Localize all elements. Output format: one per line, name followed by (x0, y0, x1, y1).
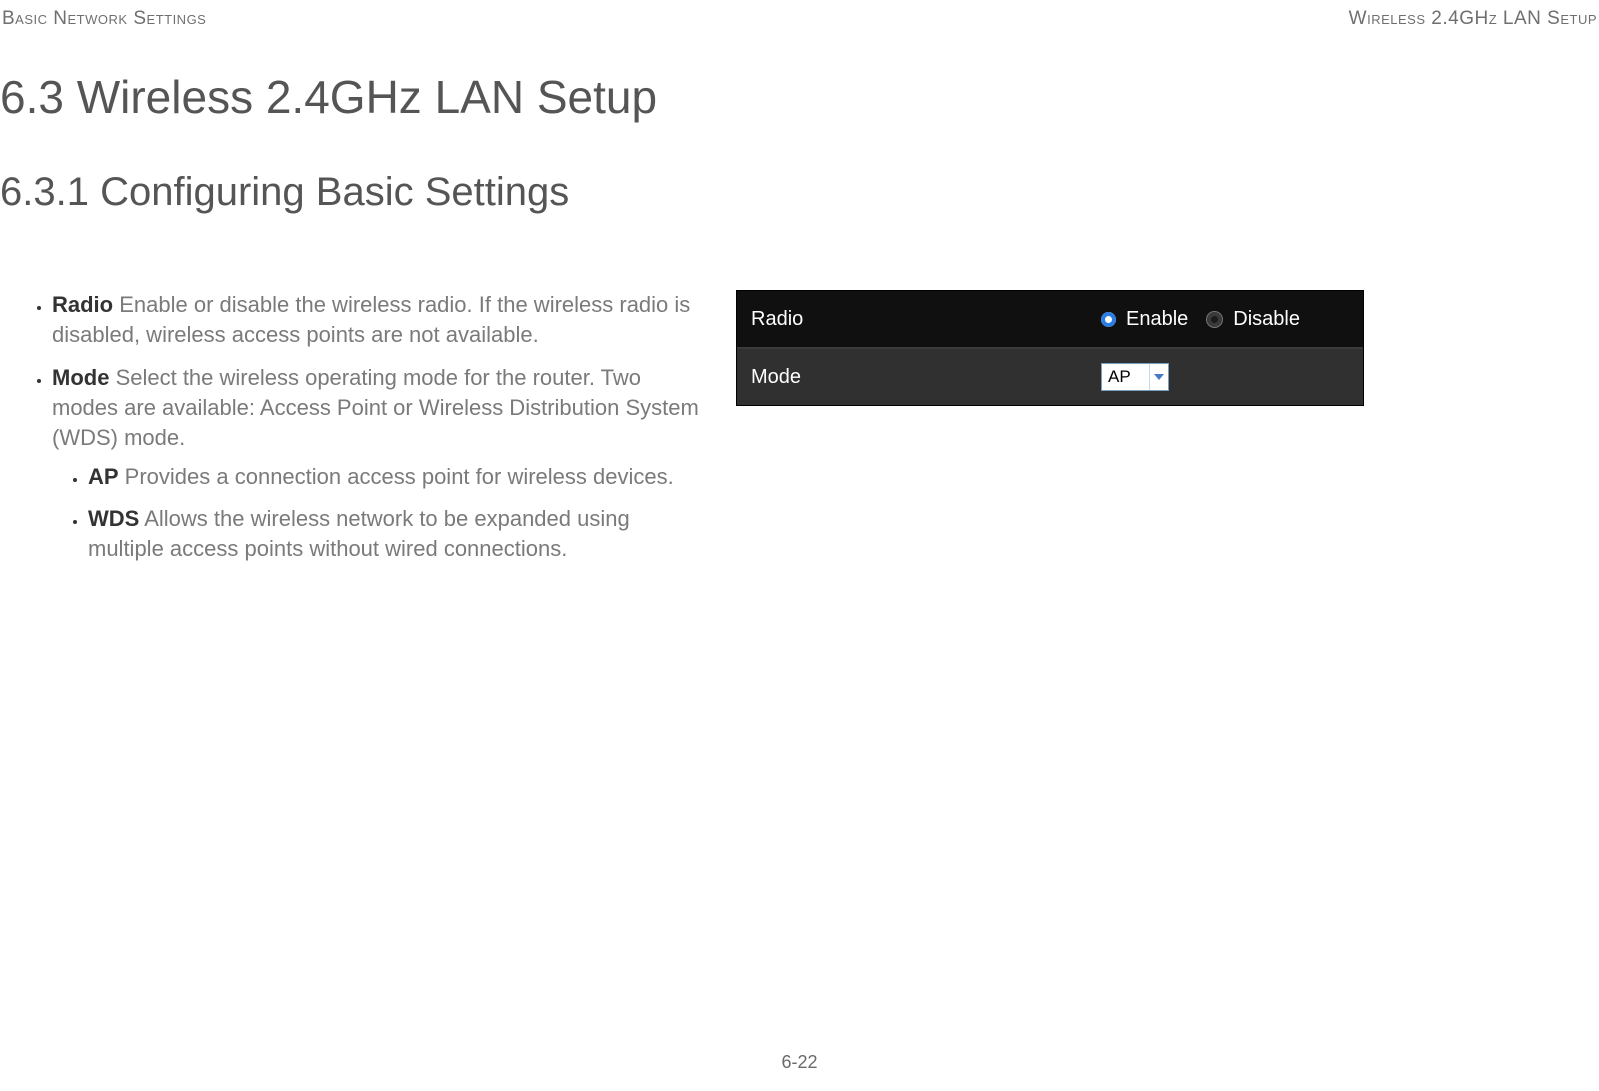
page: Basic Network Settings Wireless 2.4GHz L… (0, 0, 1599, 1091)
chevron-down-icon (1149, 364, 1168, 390)
content-columns: Radio Enable or disable the wireless rad… (0, 290, 1599, 578)
text-column: Radio Enable or disable the wireless rad… (0, 290, 700, 578)
desc-radio: Enable or disable the wireless radio. If… (52, 292, 690, 347)
router-settings-panel: Radio Enable Disable Mode AP (736, 290, 1364, 406)
radio-disable-label: Disable (1233, 308, 1300, 331)
radio-disable-button[interactable] (1206, 311, 1223, 328)
desc-wds: Allows the wireless network to be expand… (88, 506, 630, 561)
radio-enable-button[interactable] (1101, 312, 1116, 327)
definition-list: Radio Enable or disable the wireless rad… (0, 290, 700, 564)
screenshot-column: Radio Enable Disable Mode AP (736, 290, 1599, 578)
subsection-heading: 6.3.1 Configuring Basic Settings (0, 170, 569, 215)
term-mode: Mode (52, 365, 109, 390)
term-ap: AP (88, 464, 119, 489)
list-item: Mode Select the wireless operating mode … (52, 363, 700, 563)
term-radio: Radio (52, 292, 113, 317)
radio-setting-row: Radio Enable Disable (737, 291, 1363, 349)
radio-row-label: Radio (737, 308, 1101, 331)
desc-ap: Provides a connection access point for w… (119, 464, 674, 489)
mode-select-value: AP (1102, 367, 1149, 387)
running-header-right: Wireless 2.4GHz LAN Setup (1349, 8, 1597, 30)
mode-select[interactable]: AP (1101, 363, 1169, 391)
radio-options-group: Enable Disable (1101, 308, 1308, 331)
running-header: Basic Network Settings Wireless 2.4GHz L… (0, 8, 1599, 30)
page-number: 6-22 (781, 1052, 817, 1073)
section-heading: 6.3 Wireless 2.4GHz LAN Setup (0, 70, 657, 124)
term-wds: WDS (88, 506, 139, 531)
list-item: Radio Enable or disable the wireless rad… (52, 290, 700, 349)
mode-control-group: AP (1101, 363, 1169, 391)
mode-setting-row: Mode AP (737, 349, 1363, 405)
desc-mode: Select the wireless operating mode for t… (52, 365, 699, 449)
nested-list: AP Provides a connection access point fo… (52, 462, 700, 563)
running-header-left: Basic Network Settings (2, 8, 206, 30)
list-item: WDS Allows the wireless network to be ex… (88, 504, 700, 563)
radio-enable-label: Enable (1126, 308, 1188, 331)
list-item: AP Provides a connection access point fo… (88, 462, 700, 492)
mode-row-label: Mode (737, 366, 1101, 389)
